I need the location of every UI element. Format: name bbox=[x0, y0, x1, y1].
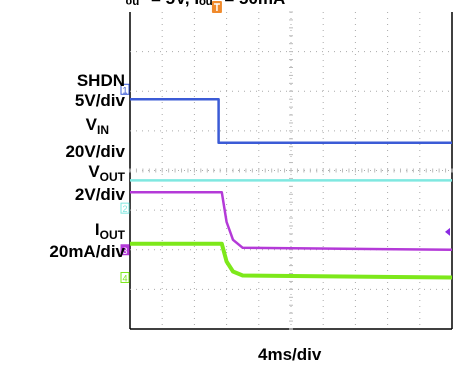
iout-sub: OUT bbox=[99, 228, 125, 242]
iout-scale-text: 20mA/div bbox=[49, 242, 125, 261]
shdn-name: SHDN bbox=[76, 71, 125, 90]
plot-grid bbox=[129, 11, 453, 330]
shdn-scale-text: 5V/div bbox=[74, 91, 125, 110]
vin-scale-text: 20V/div bbox=[65, 142, 125, 161]
iout-scale: 20mA/div bbox=[49, 243, 125, 260]
channel-marker-label-1: 1 bbox=[122, 85, 127, 95]
header-partial-text: ₀ᵤᵀ = 5V, Iₒᵤᵀ = 50mA bbox=[125, 0, 285, 8]
iout-main: I bbox=[94, 220, 100, 239]
channel-marker-label-2: 2 bbox=[122, 204, 127, 214]
shdn-label: SHDN bbox=[77, 72, 125, 89]
vin-main: V bbox=[85, 115, 97, 134]
shdn-scale: 5V/div bbox=[75, 92, 125, 109]
vout-scale: 2V/div bbox=[75, 186, 125, 203]
waveform-traces bbox=[130, 97, 453, 280]
iout-label: IOUT bbox=[95, 221, 125, 244]
channel-marker-label-4: 4 bbox=[122, 273, 127, 283]
channel-marker-box-3 bbox=[120, 244, 130, 256]
vout-scale-text: 2V/div bbox=[74, 185, 125, 204]
vout-label: VOUT bbox=[88, 163, 125, 186]
channel-marker-box-2 bbox=[120, 202, 130, 214]
vout-main: V bbox=[88, 162, 100, 181]
vout-sub: OUT bbox=[99, 170, 125, 184]
trace-channel-3 bbox=[130, 191, 453, 252]
channel-markers: 1 2 3 4 ₀ᵤᵀ = 5V, Iₒᵤᵀ = 50mA bbox=[120, 0, 450, 283]
channel-marker-box-1 bbox=[120, 83, 130, 95]
channel-marker-label-3: 3 bbox=[122, 246, 127, 256]
vin-sub: IN bbox=[97, 123, 109, 137]
vin-scale: 20V/div bbox=[65, 143, 125, 160]
right-level-marker-icon bbox=[445, 227, 450, 236]
trace-channel-1 bbox=[130, 97, 452, 145]
x-axis-label: 4ms/div bbox=[258, 345, 322, 364]
trace-channel-4 bbox=[130, 241, 453, 280]
vin-label: VIN bbox=[86, 116, 109, 139]
channel-marker-box-4 bbox=[120, 271, 130, 283]
